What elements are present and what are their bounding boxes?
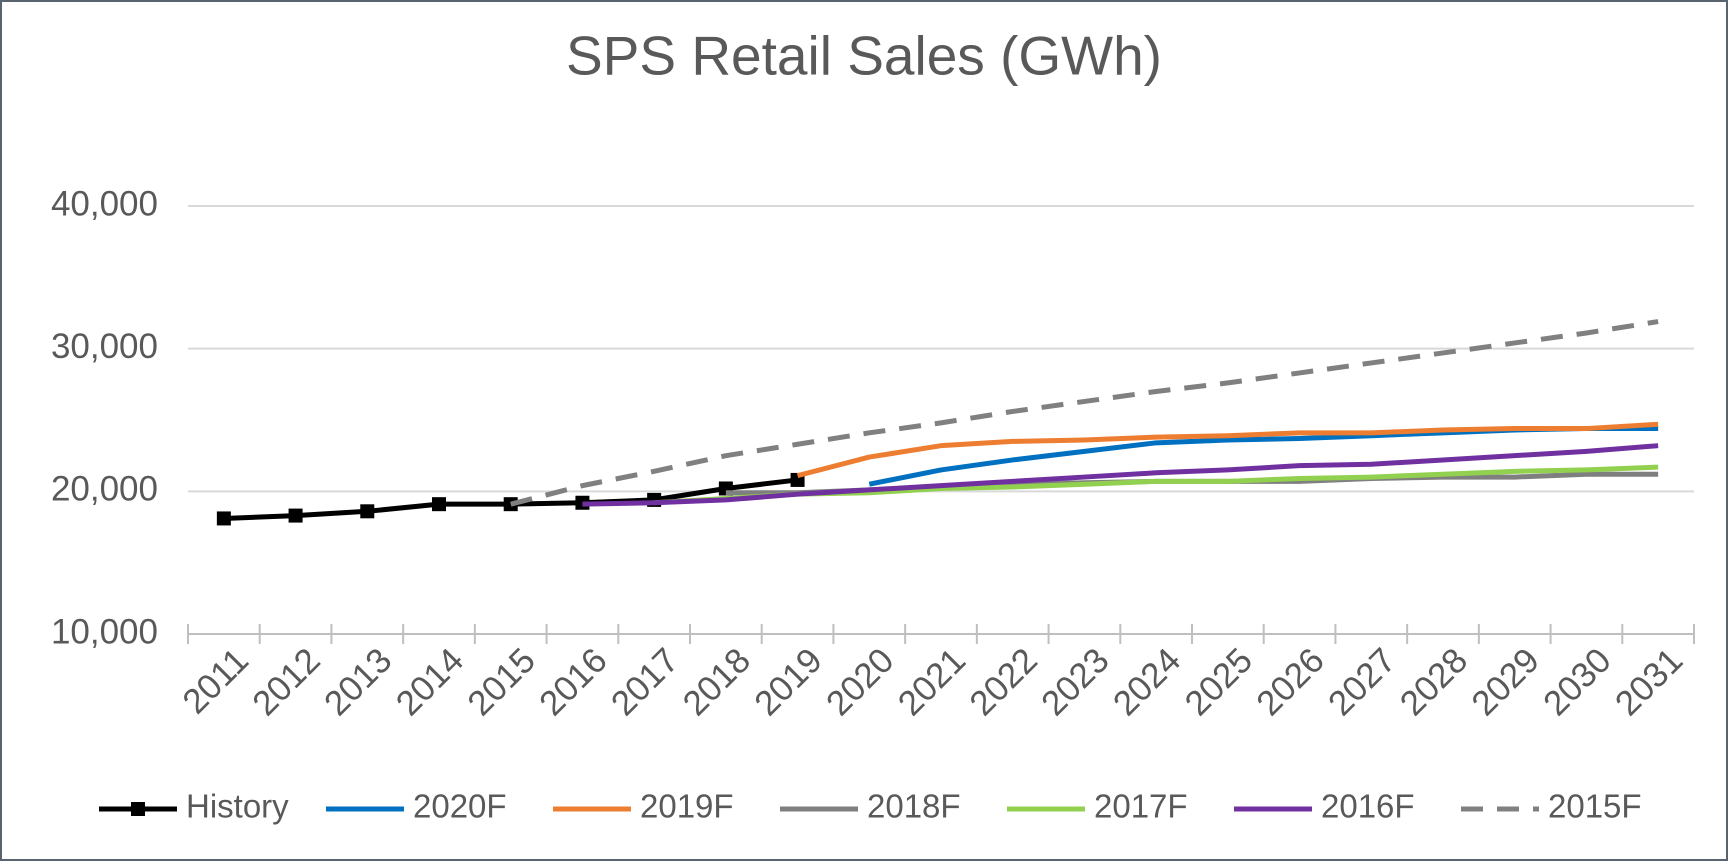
legend-label: 2018F xyxy=(867,788,961,825)
legend-marker xyxy=(131,802,145,816)
series-marker xyxy=(288,508,303,523)
y-tick-label: 20,000 xyxy=(51,470,158,509)
legend-label: 2015F xyxy=(1548,788,1642,825)
series-line xyxy=(582,443,1659,507)
legend-label: 2020F xyxy=(413,788,507,825)
y-tick-label: 40,000 xyxy=(51,184,158,223)
legend-label: 2019F xyxy=(640,788,734,825)
y-tick-label: 10,000 xyxy=(51,612,158,651)
legend-label: 2017F xyxy=(1094,788,1188,825)
series-marker xyxy=(216,511,231,526)
legend-label: History xyxy=(186,788,289,825)
series-marker xyxy=(360,504,375,519)
y-tick-label: 30,000 xyxy=(51,327,158,366)
series-marker xyxy=(432,497,446,512)
legend-label: 2016F xyxy=(1321,788,1415,825)
series-marker xyxy=(503,497,518,512)
series-line xyxy=(796,421,1659,479)
series-line xyxy=(510,319,1659,507)
chart-title: SPS Retail Sales (GWh) xyxy=(566,25,1162,87)
